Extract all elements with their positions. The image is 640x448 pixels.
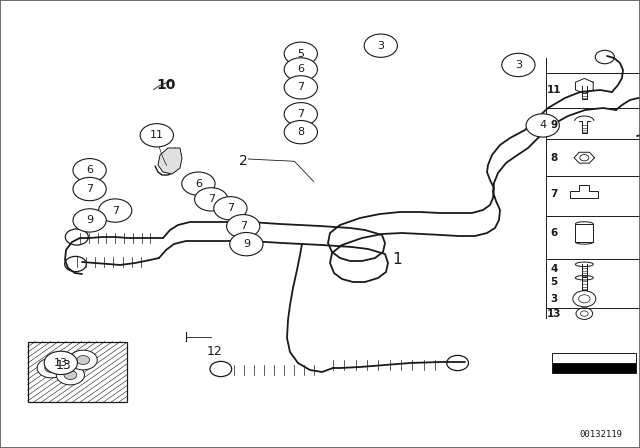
Circle shape (69, 350, 97, 370)
Circle shape (195, 188, 228, 211)
Text: 11: 11 (150, 130, 164, 140)
Circle shape (56, 365, 84, 385)
Circle shape (580, 155, 589, 161)
Text: 10: 10 (157, 78, 176, 92)
Circle shape (284, 121, 317, 144)
Text: 13: 13 (56, 358, 72, 372)
Text: 9: 9 (243, 239, 250, 249)
Circle shape (284, 42, 317, 65)
Text: 5: 5 (550, 277, 558, 287)
Circle shape (140, 124, 173, 147)
Text: 4: 4 (539, 121, 547, 130)
Text: 3: 3 (550, 294, 558, 304)
Circle shape (37, 358, 65, 378)
Circle shape (73, 209, 106, 232)
Text: 6: 6 (195, 179, 202, 189)
Text: 7: 7 (297, 109, 305, 119)
Text: 00132119: 00132119 (579, 430, 622, 439)
Text: 13: 13 (547, 309, 561, 319)
Text: 8: 8 (297, 127, 305, 137)
Circle shape (77, 356, 90, 365)
Text: 4: 4 (550, 264, 558, 274)
Circle shape (364, 34, 397, 57)
Text: 7: 7 (550, 189, 558, 198)
Bar (575, 224, 593, 242)
Bar (552, 363, 636, 373)
Text: 3: 3 (515, 60, 522, 70)
Circle shape (284, 58, 317, 81)
Circle shape (182, 172, 215, 195)
Circle shape (227, 215, 260, 238)
Polygon shape (158, 148, 182, 174)
Text: 6: 6 (86, 165, 93, 175)
Circle shape (502, 53, 535, 77)
Text: 7: 7 (239, 221, 247, 231)
Text: 6: 6 (550, 228, 558, 238)
Text: 13: 13 (54, 358, 68, 368)
Circle shape (230, 233, 263, 256)
Text: 11: 11 (547, 85, 561, 95)
Text: 12: 12 (207, 345, 222, 358)
Bar (552, 353, 636, 363)
Text: 7: 7 (86, 184, 93, 194)
Text: 9: 9 (550, 121, 558, 130)
Circle shape (73, 159, 106, 182)
Circle shape (526, 114, 559, 137)
Circle shape (284, 76, 317, 99)
Text: 7: 7 (297, 82, 305, 92)
Text: 7: 7 (111, 206, 119, 215)
Text: 2: 2 (239, 154, 248, 168)
Circle shape (64, 370, 77, 379)
Circle shape (44, 351, 77, 375)
Circle shape (45, 363, 58, 372)
Text: 8: 8 (550, 153, 558, 163)
Circle shape (284, 103, 317, 126)
Circle shape (73, 177, 106, 201)
Text: 5: 5 (298, 49, 304, 59)
Text: 7: 7 (207, 194, 215, 204)
Text: 6: 6 (298, 65, 304, 74)
Circle shape (214, 197, 247, 220)
Text: 1: 1 (392, 252, 402, 267)
Circle shape (99, 199, 132, 222)
Bar (28, 341, 127, 402)
Text: 3: 3 (378, 41, 384, 51)
Text: 7: 7 (227, 203, 234, 213)
Text: 9: 9 (86, 215, 93, 225)
